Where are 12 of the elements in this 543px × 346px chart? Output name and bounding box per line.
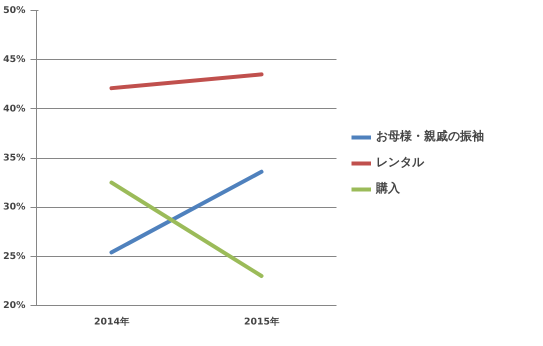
- y-tick-label: 45%: [3, 54, 26, 66]
- legend-label: 購入: [376, 180, 400, 197]
- x-tick-label: 2014年: [94, 316, 129, 328]
- y-tick-label: 40%: [3, 103, 26, 114]
- y-tick-label: 35%: [3, 152, 26, 164]
- y-tick-label: 50%: [3, 5, 26, 16]
- x-tick-label: 2015年: [244, 316, 279, 328]
- legend-label: お母様・親戚の振袖: [376, 128, 484, 145]
- y-tick-label: 20%: [3, 300, 26, 311]
- y-tick-label: 30%: [3, 202, 26, 213]
- legend-label: レンタル: [376, 154, 424, 171]
- y-tick-label: 25%: [3, 250, 26, 262]
